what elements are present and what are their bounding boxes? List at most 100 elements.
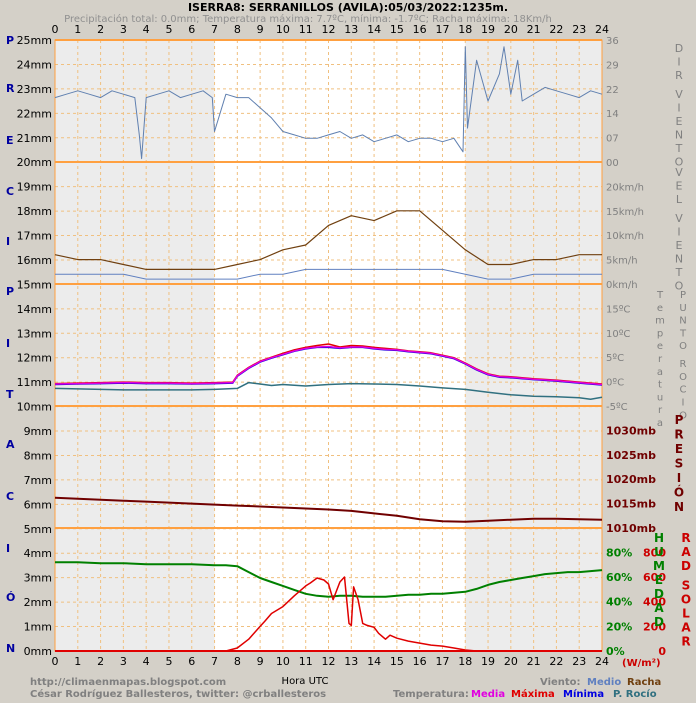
precipitation-letter: P (6, 285, 14, 298)
x-tick-label-top: 18 (458, 23, 472, 36)
x-tick-label-top: 3 (120, 23, 127, 36)
legend-temperature: Temperatura: Media Máxima Mínima P. Rocí… (393, 688, 657, 700)
mm-axis-label: 4mm (24, 547, 52, 560)
right-axis-hum-label: 20% (606, 620, 632, 633)
chart-subtitle: Precipitación total: 0.0mm; Temperatura … (64, 13, 552, 25)
precipitation-letter: C (6, 490, 14, 503)
mm-axis-label: 9mm (24, 425, 52, 438)
precipitation-letter: P (6, 34, 14, 47)
footer-url: http://climaenmapas.blogspot.com (30, 677, 226, 688)
wind-direction-line (54, 46, 603, 160)
x-tick-label-top: 2 (97, 23, 104, 36)
right-axis-hum-label: 40% (606, 596, 632, 609)
x-tick-label-bottom: 8 (234, 655, 241, 668)
mm-axis-label: 3mm (24, 572, 52, 585)
right-axis-wind-label: 20km/h (606, 182, 644, 193)
right-axis-wind-label: 0km/h (606, 280, 638, 291)
x-tick-label-top: 6 (188, 23, 195, 36)
right-axis-wind-label: 5km/h (606, 256, 638, 267)
x-tick-label-bottom: 1 (74, 655, 81, 668)
mm-axis-label: 0mm (24, 645, 52, 658)
right-axis-dir-label: 36 (606, 36, 619, 47)
dew-point-line (54, 381, 603, 400)
right-axis-rad-label: 600 (643, 571, 666, 584)
x-tick-label-top: 1 (74, 23, 81, 36)
x-tick-label-bottom: 9 (257, 655, 264, 668)
mm-axis-label: 24mm (17, 58, 52, 71)
mm-axis-label: 23mm (17, 83, 52, 96)
mm-axis-label: 20mm (17, 156, 52, 169)
x-tick-label-top: 21 (527, 23, 541, 36)
night-band-evening (465, 40, 602, 651)
right-axis-rad-label: 200 (643, 620, 666, 633)
x-tick-label-bottom: 24 (595, 655, 609, 668)
x-tick-label-top: 14 (367, 23, 381, 36)
mm-axis-label: 6mm (24, 498, 52, 511)
mm-axis-label: 8mm (24, 449, 52, 462)
x-tick-label-top: 4 (143, 23, 150, 36)
right-axis-rad-label: 400 (643, 596, 666, 609)
legend-wind-prefix: Viento: (540, 677, 581, 688)
x-tick-label-bottom: 16 (413, 655, 427, 668)
mm-axis-label: 1mm (24, 621, 52, 634)
x-tick-label-bottom: 7 (211, 655, 218, 668)
x-tick-label-bottom: 0 (52, 655, 59, 668)
right-axis-wind-label: 15km/h (606, 207, 644, 218)
data-series (54, 46, 603, 652)
x-tick-label-bottom: 22 (549, 655, 563, 668)
x-tick-label-bottom: 23 (572, 655, 586, 668)
right-axis-temp-label: 10ºC (606, 329, 630, 340)
x-tick-label-bottom: 4 (143, 655, 150, 668)
humidity-line (55, 561, 603, 598)
legend-temp-prefix: Temperatura: (393, 689, 469, 700)
precipitation-letter: I (6, 542, 10, 555)
day-night-bands (55, 40, 602, 651)
mm-axis-label: 22mm (17, 107, 52, 120)
right-axis-wind-label: 10km/h (606, 231, 644, 242)
x-tick-label-top: 13 (344, 23, 358, 36)
legend-temp-media: Media (471, 689, 505, 700)
mm-axis-label: 12mm (17, 352, 52, 365)
precipitation-letter: A (6, 438, 15, 451)
mm-axis-label: 18mm (17, 205, 52, 218)
x-tick-label-bottom: 13 (344, 655, 358, 668)
x-tick-label-bottom: 2 (97, 655, 104, 668)
x-tick-label-bottom: 10 (276, 655, 290, 668)
mm-axis-label: 13mm (17, 327, 52, 340)
precipitation-letter: Ó (6, 591, 15, 604)
right-axis-pres-label: 1030mb (606, 424, 656, 437)
legend-wind-racha: Racha (627, 677, 661, 688)
right-axis-pres-label: 1020mb (606, 473, 656, 486)
temp-media-line (54, 345, 603, 386)
x-tick-label-top: 15 (390, 23, 404, 36)
x-tick-label-bottom: 14 (367, 655, 381, 668)
right-axis-dir-label: 14 (606, 109, 619, 120)
right-axis-temp-label: 15ºC (606, 304, 630, 315)
mm-axis-label: 15mm (17, 278, 52, 291)
mm-axis-label: 2mm (24, 596, 52, 609)
x-tick-label-top: 17 (435, 23, 449, 36)
wind-medio-line (55, 268, 602, 280)
mm-axis-label: 14mm (17, 303, 52, 316)
x-tick-label-top: 0 (52, 23, 59, 36)
precipitation-letter: E (6, 134, 14, 147)
precipitation-letter: C (6, 185, 14, 198)
legend-temp-minima: Mínima (563, 688, 604, 700)
right-axis-rad-label: 800 (643, 546, 666, 559)
mm-axis-label: 5mm (24, 523, 52, 536)
x-tick-label-top: 5 (165, 23, 172, 36)
right-axis-pres-label: 1010mb (606, 522, 656, 535)
right-axis-temp-label: 5ºC (606, 353, 624, 364)
legend-temp-rocio: P. Rocío (613, 688, 657, 700)
x-tick-label-top: 7 (211, 23, 218, 36)
right-axis-dir-label: 22 (606, 85, 619, 96)
rad-unit-label: (W/m²) (622, 658, 661, 669)
pressure-line (54, 496, 603, 523)
right-axis-dir-label: 00 (606, 158, 619, 169)
